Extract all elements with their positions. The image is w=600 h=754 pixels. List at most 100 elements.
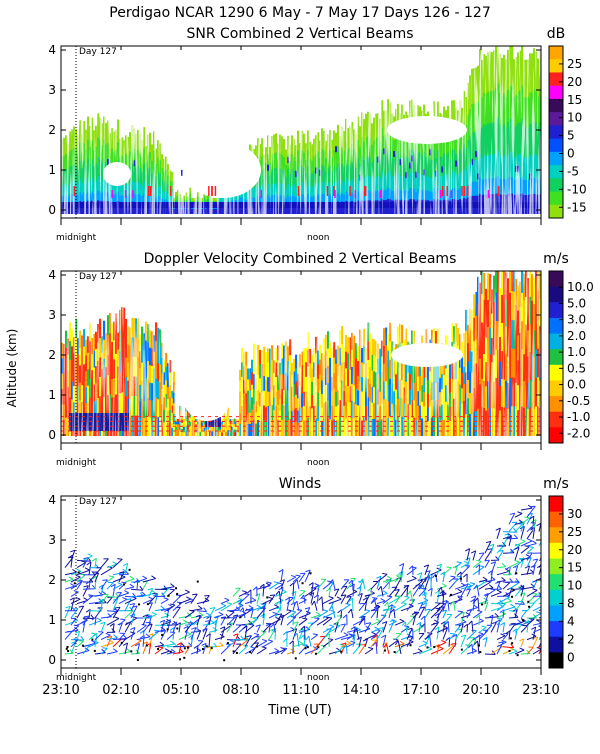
wind-barb — [289, 597, 294, 598]
wind-barb — [343, 615, 347, 618]
colorbar-swatch — [549, 621, 563, 637]
panel2-midnight-label: midnight — [56, 458, 97, 468]
wind-barb — [539, 580, 546, 589]
colorbar-swatch — [549, 302, 563, 318]
wind-barb — [485, 617, 499, 618]
wind-barb — [539, 558, 545, 568]
y-axis-label: Altitude (km) — [5, 329, 19, 408]
wind-barb — [365, 649, 373, 654]
wind-barb — [527, 647, 533, 654]
calm-marker — [183, 657, 185, 659]
wind-barb — [107, 611, 118, 612]
wind-barb — [74, 591, 79, 593]
colorbar-swatch — [549, 543, 563, 559]
wind-barb — [382, 573, 387, 574]
wind-barb — [229, 611, 234, 612]
colorbar-swatch — [549, 72, 563, 86]
calm-marker — [176, 627, 178, 629]
wind-barb — [515, 604, 525, 605]
snr-spike — [74, 186, 76, 196]
colorbar-label: 0.0 — [567, 378, 586, 392]
wind-barb — [152, 612, 157, 614]
calm-marker — [227, 642, 229, 644]
wind-barb — [527, 544, 536, 546]
x-tick-label: 11:10 — [282, 683, 319, 698]
wind-barb — [197, 641, 203, 647]
wind-barb — [109, 576, 114, 577]
panel2-title: Doppler Velocity Combined 2 Vertical Bea… — [144, 251, 457, 267]
colorbar-label: 20 — [567, 75, 582, 89]
wind-barb — [383, 591, 387, 594]
wind-barb — [65, 653, 74, 654]
calm-marker — [147, 603, 149, 605]
snr-spike — [355, 190, 357, 198]
x-tick-label: 05:10 — [162, 683, 199, 698]
wind-barb — [77, 569, 81, 572]
wind-barb — [503, 532, 517, 533]
panel1-noon-label: noon — [307, 233, 329, 243]
wind-barb — [455, 612, 463, 618]
wind-barb — [262, 647, 267, 648]
winds-data — [65, 505, 552, 661]
wind-barb — [365, 610, 370, 611]
colorbar-swatch — [549, 178, 563, 192]
wind-barb — [174, 643, 177, 647]
wind-barb — [340, 645, 345, 646]
calm-marker — [256, 646, 258, 648]
wind-barb — [337, 597, 341, 599]
calm-marker — [129, 569, 131, 571]
calm-marker — [197, 581, 199, 583]
panel2-unit: m/s — [543, 251, 569, 267]
wind-barb — [275, 648, 279, 651]
wind-barb — [113, 649, 117, 652]
wind-barb — [514, 535, 518, 539]
wind-barb — [221, 604, 226, 606]
wind-barb — [106, 633, 111, 635]
wind-barb — [161, 606, 165, 609]
wind-barb — [69, 577, 73, 579]
wind-barb — [341, 605, 350, 611]
wind-barb — [160, 642, 164, 645]
wind-barb — [359, 629, 370, 633]
wind-barb — [262, 639, 267, 641]
wind-barb — [467, 607, 478, 610]
wind-barb — [269, 595, 275, 604]
wind-barb — [209, 630, 217, 632]
wind-barb — [335, 635, 348, 640]
wind-barb — [323, 610, 328, 611]
calm-marker — [433, 646, 435, 648]
wind-barb — [345, 603, 350, 604]
wind-barb — [378, 586, 381, 590]
snr-spike — [261, 190, 263, 198]
wind-barb — [497, 590, 501, 592]
wind-barb — [501, 577, 505, 580]
wind-barb — [479, 553, 484, 554]
wind-barb — [88, 554, 93, 556]
colorbar-swatch — [549, 46, 563, 60]
wind-barb — [91, 633, 96, 634]
wind-barb — [113, 584, 115, 596]
calm-marker — [266, 596, 268, 598]
wind-barb — [83, 618, 94, 619]
wind-barb — [322, 597, 323, 611]
colorbar-label: 10 — [567, 579, 582, 593]
calm-marker — [175, 587, 177, 589]
colorbar-label: 5.0 — [567, 296, 586, 310]
panel1-title: SNR Combined 2 Vertical Beams — [186, 26, 413, 42]
wind-barb — [88, 595, 93, 596]
colorbar-label: 25 — [567, 57, 582, 71]
snr-spike — [111, 190, 113, 198]
wind-barb — [230, 641, 235, 643]
wind-barb — [368, 647, 373, 648]
snr-spike — [211, 186, 213, 196]
calm-marker — [91, 639, 93, 641]
calm-marker — [460, 578, 462, 580]
colorbar-swatch — [549, 165, 563, 179]
wind-barb — [323, 618, 332, 625]
wind-barb — [311, 635, 318, 640]
calm-marker — [478, 644, 480, 646]
wind-barb — [132, 617, 137, 618]
wind-barb — [151, 576, 155, 579]
